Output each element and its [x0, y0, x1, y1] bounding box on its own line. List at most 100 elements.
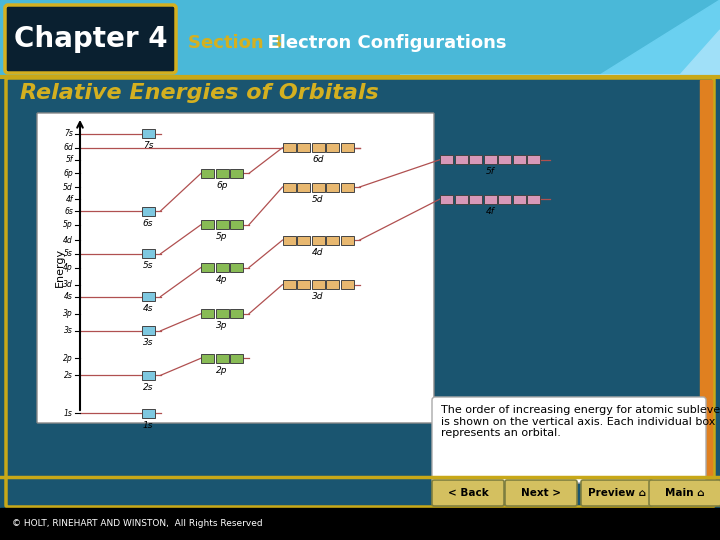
Text: 6s: 6s: [64, 206, 73, 215]
Bar: [215, 220, 228, 229]
Bar: [440, 155, 453, 164]
Bar: [326, 235, 339, 245]
Text: 6d: 6d: [312, 155, 324, 164]
Text: Relative Energies of Orbitals: Relative Energies of Orbitals: [20, 83, 379, 103]
Bar: [484, 155, 497, 164]
Text: 3s: 3s: [64, 326, 73, 335]
Text: 4d: 4d: [312, 248, 324, 256]
Bar: [469, 155, 482, 164]
Bar: [230, 309, 243, 318]
Polygon shape: [400, 0, 720, 75]
Text: 4f: 4f: [66, 194, 73, 204]
Text: < Back: < Back: [448, 488, 488, 498]
Text: 2p: 2p: [216, 366, 228, 375]
Bar: [282, 143, 295, 152]
Text: 6p: 6p: [216, 181, 228, 190]
Bar: [142, 371, 155, 380]
Text: 4f: 4f: [485, 206, 495, 215]
Text: 6d: 6d: [63, 143, 73, 152]
Bar: [498, 155, 511, 164]
Bar: [297, 183, 310, 192]
Text: 4p: 4p: [63, 263, 73, 272]
Text: 6p: 6p: [63, 169, 73, 178]
Bar: [341, 183, 354, 192]
FancyBboxPatch shape: [649, 480, 720, 506]
Bar: [0, 0, 720, 75]
Text: The order of increasing energy for atomic sublevels
is shown on the vertical axi: The order of increasing energy for atomi…: [441, 405, 720, 438]
Bar: [215, 263, 228, 272]
Text: Preview ⌂: Preview ⌂: [588, 488, 646, 498]
Bar: [312, 235, 325, 245]
Text: 5s: 5s: [64, 249, 73, 258]
Text: 5f: 5f: [485, 167, 495, 176]
Bar: [513, 194, 526, 204]
Bar: [201, 354, 214, 363]
Bar: [312, 143, 325, 152]
Bar: [0, 76, 720, 508]
Bar: [142, 130, 155, 138]
Bar: [297, 235, 310, 245]
Bar: [527, 194, 540, 204]
Bar: [142, 408, 155, 417]
Bar: [326, 143, 339, 152]
Bar: [230, 220, 243, 229]
Text: 3d: 3d: [312, 292, 324, 301]
Text: Section 3: Section 3: [188, 34, 282, 52]
FancyBboxPatch shape: [505, 480, 577, 506]
FancyBboxPatch shape: [37, 113, 434, 423]
Text: Chapter 4: Chapter 4: [14, 25, 168, 53]
FancyBboxPatch shape: [432, 397, 706, 483]
Text: 7s: 7s: [64, 130, 73, 138]
Bar: [527, 155, 540, 164]
FancyBboxPatch shape: [6, 78, 714, 507]
Bar: [312, 183, 325, 192]
FancyBboxPatch shape: [5, 5, 176, 73]
Text: 2s: 2s: [143, 383, 153, 392]
Bar: [484, 194, 497, 204]
Bar: [142, 249, 155, 258]
Bar: [215, 169, 228, 178]
Text: Main ⌂: Main ⌂: [665, 488, 705, 498]
Text: 2s: 2s: [64, 371, 73, 380]
Bar: [454, 194, 467, 204]
Text: 4d: 4d: [63, 235, 73, 245]
Bar: [700, 80, 712, 505]
Bar: [142, 206, 155, 215]
Bar: [312, 280, 325, 289]
Text: © HOLT, RINEHART AND WINSTON,  All Rights Reserved: © HOLT, RINEHART AND WINSTON, All Rights…: [12, 519, 263, 529]
Bar: [215, 309, 228, 318]
Text: 3p: 3p: [63, 309, 73, 318]
Bar: [341, 280, 354, 289]
Text: 6s: 6s: [143, 219, 153, 227]
Bar: [201, 220, 214, 229]
Bar: [230, 263, 243, 272]
Text: 7s: 7s: [143, 141, 153, 151]
Text: 3s: 3s: [143, 339, 153, 347]
Bar: [142, 326, 155, 335]
Text: 3d: 3d: [63, 280, 73, 289]
Text: Energy: Energy: [55, 248, 65, 287]
Bar: [326, 183, 339, 192]
Bar: [201, 169, 214, 178]
Bar: [201, 309, 214, 318]
Text: Electron Configurations: Electron Configurations: [255, 34, 506, 52]
FancyBboxPatch shape: [581, 480, 653, 506]
Text: 4p: 4p: [216, 275, 228, 284]
Text: 1s: 1s: [143, 421, 153, 429]
Text: 3p: 3p: [216, 321, 228, 330]
Text: 5p: 5p: [216, 232, 228, 241]
Bar: [230, 354, 243, 363]
Bar: [297, 280, 310, 289]
Text: 5f: 5f: [66, 155, 73, 164]
Bar: [326, 280, 339, 289]
Bar: [498, 194, 511, 204]
Bar: [215, 354, 228, 363]
Bar: [454, 155, 467, 164]
Bar: [142, 292, 155, 301]
Text: Next >: Next >: [521, 488, 561, 498]
Bar: [440, 194, 453, 204]
FancyBboxPatch shape: [432, 480, 504, 506]
Bar: [282, 183, 295, 192]
Bar: [297, 143, 310, 152]
Bar: [282, 235, 295, 245]
